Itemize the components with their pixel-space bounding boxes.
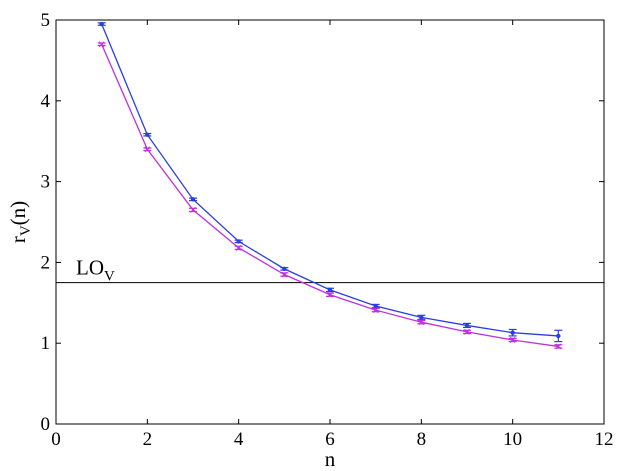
series-0-point-6 bbox=[371, 303, 380, 309]
series-0-point-5 bbox=[326, 287, 334, 293]
series-group bbox=[97, 21, 563, 350]
series-1-point-8 bbox=[463, 328, 471, 335]
x-tick-label-1: 2 bbox=[143, 429, 153, 450]
series-1-point-2 bbox=[189, 206, 197, 213]
x-tick-label-3: 6 bbox=[325, 429, 335, 450]
y-axis-title-suffix: (n) bbox=[6, 201, 30, 226]
series-1-point-4 bbox=[280, 271, 289, 278]
series-0-point-2 bbox=[189, 197, 197, 202]
series-1-point-3 bbox=[234, 244, 243, 251]
plot-area bbox=[55, 19, 605, 425]
series-1-point-1 bbox=[143, 146, 152, 153]
series-1-point-10 bbox=[554, 343, 563, 350]
y-axis-title-sub: V bbox=[18, 225, 34, 236]
y-tick-label-3: 3 bbox=[41, 172, 51, 193]
series-0-point-8 bbox=[463, 322, 471, 329]
reference-line-label-main: LO bbox=[76, 256, 104, 280]
series-1-point-6 bbox=[371, 307, 380, 313]
series-0-point-9 bbox=[508, 328, 517, 337]
x-axis-title: n bbox=[325, 447, 336, 471]
series-0-point-7 bbox=[417, 314, 426, 320]
y-tick-label-0: 0 bbox=[41, 414, 51, 435]
series-0-point-3 bbox=[234, 239, 243, 244]
x-tick-label-6: 12 bbox=[595, 429, 614, 450]
y-axis-title-main: r bbox=[6, 236, 30, 243]
series-1-point-9 bbox=[508, 337, 517, 343]
series-0-point-1 bbox=[143, 132, 152, 137]
y-tick-label-2: 2 bbox=[41, 252, 51, 273]
reference-line-label-sub: V bbox=[104, 269, 115, 285]
y-tick-label-1: 1 bbox=[41, 333, 51, 354]
series-0-point-0 bbox=[97, 21, 106, 27]
x-tick-label-0: 0 bbox=[51, 429, 61, 450]
x-tick-label-4: 8 bbox=[417, 429, 427, 450]
reference-line-label: LOV bbox=[76, 256, 115, 285]
y-axis-title: rV(n) bbox=[6, 201, 34, 243]
series-1-point-7 bbox=[417, 319, 426, 326]
x-tick-label-5: 10 bbox=[503, 429, 522, 450]
x-tick-label-2: 4 bbox=[234, 429, 244, 450]
reference-line-group: LOV bbox=[56, 256, 604, 285]
series-1-point-0 bbox=[97, 41, 106, 48]
series-0-point-4 bbox=[280, 266, 289, 272]
series-0-point-10 bbox=[554, 329, 563, 343]
y-tick-label-5: 5 bbox=[41, 10, 51, 31]
y-tick-label-4: 4 bbox=[41, 91, 51, 112]
series-1-point-5 bbox=[326, 291, 334, 298]
